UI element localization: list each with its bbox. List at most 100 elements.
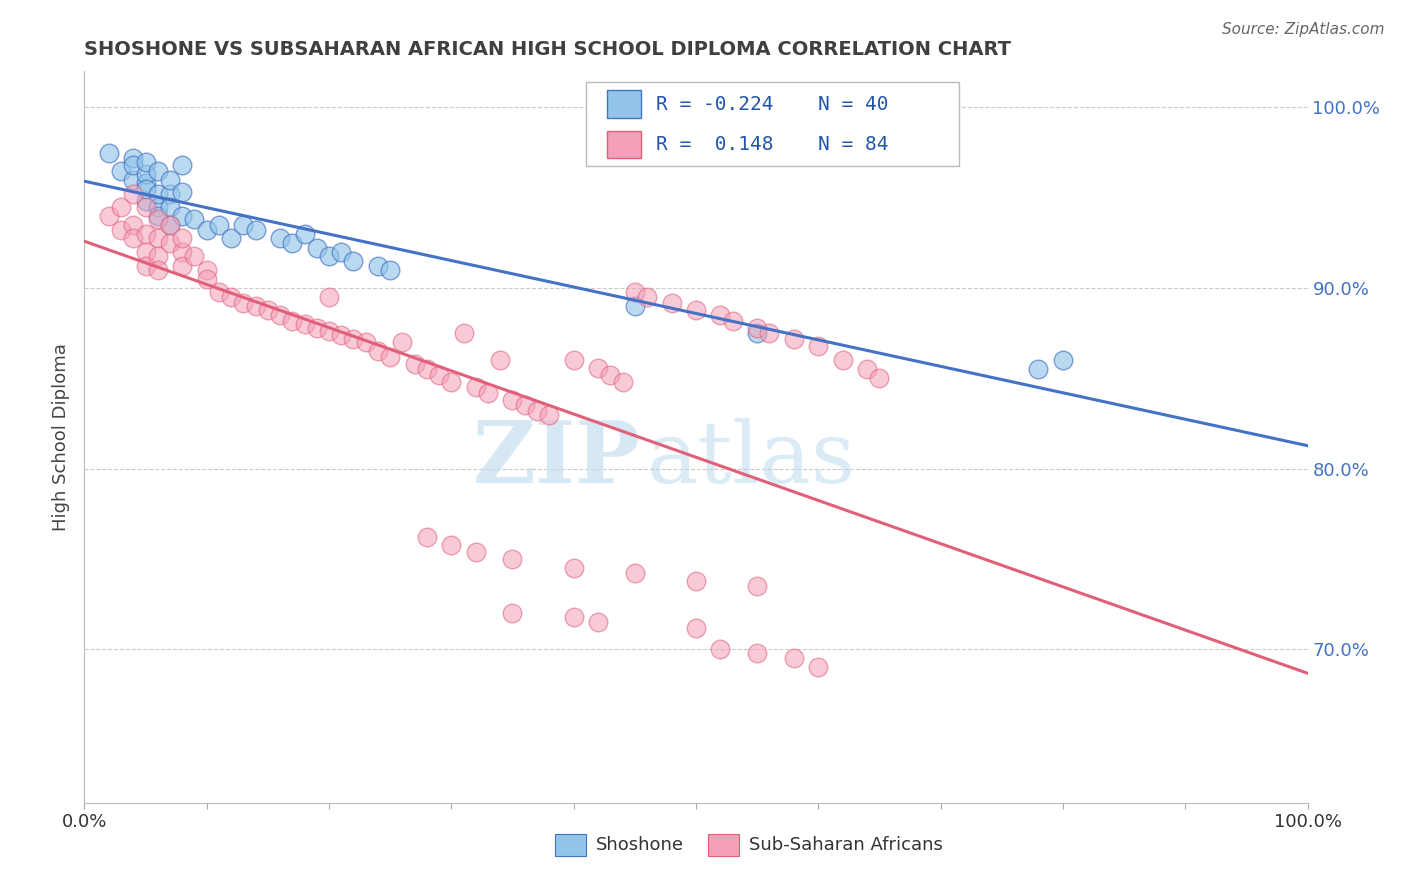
Point xyxy=(1028,362,1050,376)
Point xyxy=(159,235,181,250)
Point xyxy=(538,408,561,422)
Point xyxy=(146,212,169,227)
Point xyxy=(305,241,328,255)
Point xyxy=(159,200,181,214)
Point xyxy=(97,209,120,223)
Point xyxy=(183,249,205,263)
Text: R = -0.224: R = -0.224 xyxy=(655,95,773,114)
Point xyxy=(440,537,463,551)
Point xyxy=(513,399,536,413)
FancyBboxPatch shape xyxy=(606,90,641,118)
Point xyxy=(135,194,157,209)
Point xyxy=(172,158,194,172)
Point xyxy=(135,227,157,241)
Point xyxy=(709,642,731,657)
Point xyxy=(747,646,769,660)
Point xyxy=(342,254,364,268)
Point xyxy=(110,200,132,214)
Point xyxy=(453,326,475,341)
Point xyxy=(869,371,891,385)
Point xyxy=(172,244,194,259)
Point xyxy=(783,332,806,346)
Point xyxy=(208,218,231,232)
Point xyxy=(305,321,328,335)
Point xyxy=(318,249,340,263)
Point xyxy=(685,621,707,635)
Point xyxy=(624,566,647,581)
Point xyxy=(110,223,132,237)
Point xyxy=(586,360,609,375)
Point xyxy=(232,218,254,232)
Point xyxy=(391,335,413,350)
FancyBboxPatch shape xyxy=(606,130,641,159)
Point xyxy=(245,299,267,313)
Point xyxy=(294,317,316,331)
Text: Shoshone: Shoshone xyxy=(596,836,683,855)
Point xyxy=(807,339,830,353)
Point xyxy=(502,552,524,566)
Point xyxy=(159,218,181,232)
Point xyxy=(135,244,157,259)
Point xyxy=(685,302,707,317)
Point xyxy=(219,230,242,244)
Point xyxy=(146,249,169,263)
FancyBboxPatch shape xyxy=(586,82,959,167)
Point xyxy=(612,375,634,389)
Point xyxy=(257,302,280,317)
Point xyxy=(464,545,486,559)
Point xyxy=(172,230,194,244)
Point xyxy=(208,285,231,299)
Point xyxy=(380,263,402,277)
Point xyxy=(135,177,157,191)
Point xyxy=(562,561,585,575)
Point xyxy=(502,606,524,620)
Point xyxy=(122,158,145,172)
Point xyxy=(416,362,439,376)
Point xyxy=(477,385,499,400)
Point xyxy=(502,392,524,407)
Point xyxy=(526,404,548,418)
Text: ZIP: ZIP xyxy=(474,417,641,501)
FancyBboxPatch shape xyxy=(555,834,586,856)
Point xyxy=(172,186,194,200)
Point xyxy=(747,321,769,335)
Text: N = 84: N = 84 xyxy=(818,135,889,154)
Text: N = 40: N = 40 xyxy=(818,95,889,114)
Point xyxy=(747,579,769,593)
Point xyxy=(159,172,181,186)
Point xyxy=(330,328,353,343)
Point xyxy=(380,350,402,364)
Point xyxy=(758,326,780,341)
Point xyxy=(427,368,450,382)
Point xyxy=(624,285,647,299)
Point xyxy=(318,290,340,304)
Point xyxy=(97,145,120,160)
Point xyxy=(367,344,389,359)
Point xyxy=(636,290,658,304)
Point xyxy=(146,187,169,202)
Text: Sub-Saharan Africans: Sub-Saharan Africans xyxy=(748,836,942,855)
Point xyxy=(747,326,769,341)
Point xyxy=(281,235,304,250)
Point xyxy=(122,151,145,165)
Point xyxy=(122,218,145,232)
Point xyxy=(135,154,157,169)
Point xyxy=(146,230,169,244)
Point xyxy=(122,187,145,202)
Point xyxy=(489,353,512,368)
Point xyxy=(122,230,145,244)
Point xyxy=(135,200,157,214)
Point xyxy=(159,218,181,232)
Point xyxy=(232,295,254,310)
Point xyxy=(110,163,132,178)
Point xyxy=(318,325,340,339)
Point xyxy=(685,574,707,588)
Point xyxy=(195,272,218,286)
Text: R =  0.148: R = 0.148 xyxy=(655,135,773,154)
Point xyxy=(146,163,169,178)
Text: atlas: atlas xyxy=(647,417,856,500)
FancyBboxPatch shape xyxy=(709,834,738,856)
Point xyxy=(195,263,218,277)
Point xyxy=(342,332,364,346)
Point xyxy=(146,263,169,277)
